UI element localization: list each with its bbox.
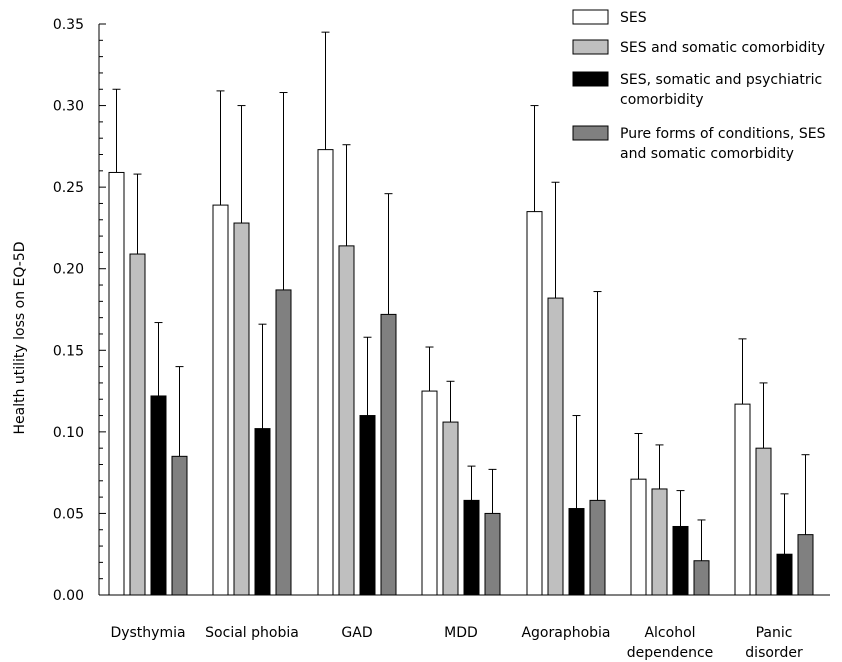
legend-label: SES, somatic and psychiatric (620, 72, 822, 88)
bar (651, 488, 668, 596)
bar (589, 499, 606, 596)
x-category-label: GAD (341, 625, 372, 641)
legend-label: Pure forms of conditions, SES (620, 126, 826, 142)
x-category-label: MDD (444, 625, 478, 641)
bar (693, 560, 710, 596)
bar (338, 245, 355, 596)
y-tick-label: 0.10 (53, 425, 84, 441)
bar (547, 297, 564, 596)
y-tick-label: 0.00 (53, 588, 84, 604)
legend-label: comorbidity (620, 92, 704, 108)
chart-legend: SES SES and somatic comorbidity SES, somat… (572, 9, 826, 162)
y-tick-label: 0.20 (53, 262, 84, 278)
bar (380, 313, 397, 596)
bar (233, 222, 250, 596)
legend-label: and somatic comorbidity (620, 146, 794, 162)
bar (463, 499, 480, 596)
bar (526, 211, 543, 596)
y-tick-label: 0.25 (53, 180, 84, 196)
bar (212, 204, 229, 596)
bar (129, 253, 146, 596)
bar (421, 390, 438, 596)
bar (442, 421, 459, 596)
legend-swatch (572, 125, 609, 141)
y-tick-label: 0.30 (53, 99, 84, 115)
bar (171, 455, 188, 596)
bar (150, 395, 167, 596)
bar (734, 403, 751, 596)
x-category-label: Dysthymia (110, 625, 185, 641)
bar (317, 149, 334, 596)
legend-label: SES and somatic comorbidity (620, 40, 825, 56)
bar (484, 512, 501, 596)
bar (776, 553, 793, 596)
bar (275, 289, 292, 596)
bar (797, 534, 814, 596)
chart-axes: 0.00 0.05 0.10 0.15 0.20 0.25 0.30 0.35 Dysthymi… (53, 17, 830, 661)
y-tick-label: 0.15 (53, 343, 84, 359)
chart-bars (108, 31, 814, 596)
legend-swatch (572, 71, 609, 87)
bar (254, 428, 271, 596)
legend-label: SES (620, 10, 647, 26)
x-category-label: disorder (745, 645, 803, 661)
y-tick-label: 0.35 (53, 17, 84, 33)
x-category-label: Social phobia (205, 625, 299, 641)
bar (630, 478, 647, 596)
x-category-label: Panic (756, 625, 793, 641)
x-category-label: dependence (627, 645, 714, 661)
legend-swatch (572, 9, 609, 25)
bar (359, 415, 376, 596)
y-tick-label: 0.05 (53, 506, 84, 522)
x-category-label: Agoraphobia (521, 625, 610, 641)
bar (108, 171, 125, 596)
bar (672, 525, 689, 596)
x-category-label: Alcohol (644, 625, 695, 641)
legend-swatch (572, 39, 609, 55)
bar (568, 508, 585, 596)
y-axis-label: Health utility loss on EQ-5D (12, 241, 28, 434)
bar (755, 447, 772, 596)
